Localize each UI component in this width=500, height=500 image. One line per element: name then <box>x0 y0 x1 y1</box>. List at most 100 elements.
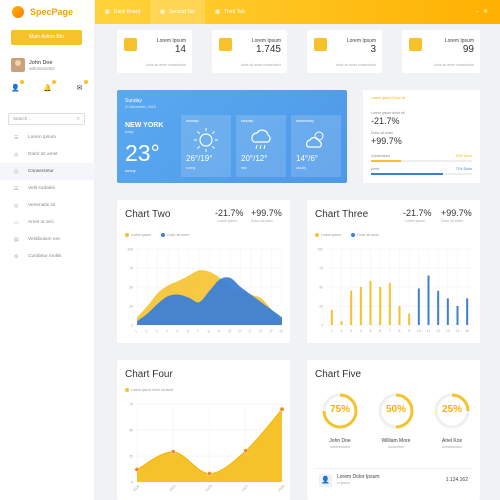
bar <box>446 298 449 325</box>
logo[interactable]: SpecPage <box>0 0 94 24</box>
weather-day: Sunday <box>125 98 142 104</box>
ring-role: subscriber <box>387 445 405 449</box>
forecast-temp: 26°/19° <box>186 154 213 163</box>
x-tick-label: 10 <box>417 329 421 333</box>
y-tick-label: 50 <box>319 286 323 290</box>
sidebar-item-label: Consectetur <box>28 169 54 174</box>
minimize-icon[interactable]: – <box>475 9 483 15</box>
chart-stat-label: Lorem ipsum <box>217 219 238 223</box>
square-icon <box>314 38 327 51</box>
stat-card[interactable]: Lorem Ipsum 3 dolor sit amet consectetur <box>307 30 382 73</box>
side-stat-label: Lorem ipsum dolor sit <box>371 111 405 115</box>
notification-dot <box>52 80 56 84</box>
stat-card[interactable]: Lorem Ipsum 99 dolor sit amet consectetur <box>402 30 480 73</box>
bar-label: Amet <box>371 167 380 171</box>
y-tick-label: 25 <box>319 305 323 309</box>
sidebar-item-label: Dolor sit amet <box>28 152 58 157</box>
chart-stat: -21.7% <box>403 208 432 218</box>
ring-fill <box>322 393 358 429</box>
sidebar-item[interactable]: ▤ Vestibulum nec <box>0 231 95 248</box>
chart-stat: +99.7% <box>441 208 472 218</box>
y-tick-label: 25 <box>129 305 133 309</box>
tab-third[interactable]: ▦ Third Tab <box>205 0 255 24</box>
file-icon: ☰ <box>14 134 19 141</box>
area-series-1 <box>137 277 282 325</box>
stat-card[interactable]: Lorem Ipsum 1.745 dolor sit amet consectet… <box>212 30 287 73</box>
search-input[interactable]: Search... ⌕ <box>8 113 85 125</box>
x-tick-label: 4 <box>360 329 362 333</box>
ring-name: John Doe <box>329 438 351 444</box>
stat-label: Lorem Ipsum <box>346 38 376 44</box>
x-tick-label: 2 <box>145 329 149 333</box>
x-tick-label: 13 <box>258 328 264 334</box>
y-tick-label: 50 <box>129 429 133 433</box>
sidebar-menu: ☰ Lorem Ipsum ◎ Dolor sit amet ⊡ Consectetu… <box>0 129 95 265</box>
chart-four-svg: 0 25 50 75 2004 2005 2006 2007 2008 <box>129 403 285 493</box>
ring-value: 25% <box>441 404 462 415</box>
y-tick-label: 25 <box>129 455 133 459</box>
chart-two-card: Chart Two -21.7% Lorem ipsum +99.7% Dolo… <box>117 200 290 343</box>
legend-label: Dolor sit amet <box>167 233 189 237</box>
bell-icon[interactable]: 🔔 <box>43 80 56 93</box>
stat-value: 1.745 <box>255 44 281 55</box>
x-tick-label: 6 <box>186 329 190 333</box>
side-stats-card: Lorem Ipsum Dolor sit Lorem ipsum dolor … <box>363 90 480 183</box>
bar <box>340 321 343 325</box>
bar <box>466 298 469 325</box>
x-tick-label: 8 <box>207 329 211 333</box>
bar <box>417 288 420 325</box>
x-tick-label: 7 <box>196 329 200 333</box>
chart-stat: -21.7% <box>215 208 244 218</box>
sidebar-item[interactable]: ⚙ Curabitur mollis <box>0 248 95 265</box>
x-tick-label: 15 <box>465 329 469 333</box>
y-tick-label: 75 <box>129 267 133 271</box>
list-icon: ☰ <box>14 185 19 192</box>
bar <box>427 275 430 325</box>
user-profile[interactable]: John Doe administrator <box>11 58 55 72</box>
sidebar-item-label: Velit sodales <box>28 186 55 191</box>
stat-sub: dolor sit amet consectetur <box>240 63 281 67</box>
tab-dashboard[interactable]: ▦ Dash Board <box>95 0 150 24</box>
bar-value: 71% Dolor <box>455 167 472 171</box>
sidebar-item[interactable]: ◎ Dolor sit amet <box>0 146 95 163</box>
chart-title: Chart Four <box>125 369 173 380</box>
x-tick-label: 1 <box>134 329 138 333</box>
sidebar-item[interactable]: ☰ Lorem Ipsum <box>0 129 95 146</box>
footer-divider <box>315 468 472 469</box>
bar <box>330 309 333 325</box>
tab-label: Dash Board <box>113 9 141 15</box>
x-tick-label: 1 <box>331 329 333 333</box>
y-tick-label: 100 <box>127 248 133 252</box>
x-tick-label: 2005 <box>168 484 176 492</box>
clipboard-icon: ▤ <box>14 236 19 243</box>
tab-label: Third Tab <box>223 9 245 15</box>
bar <box>369 280 372 325</box>
close-icon[interactable]: ✕ <box>482 9 492 15</box>
stat-value: 99 <box>462 44 474 55</box>
window-controls: –✕ <box>476 8 492 15</box>
weather-date: 21 November, 2018 <box>125 105 156 109</box>
sidebar-item[interactable]: ☰ Velit sodales <box>0 180 95 197</box>
notification-dot <box>20 80 24 84</box>
user-icon[interactable]: 👤 <box>11 80 24 93</box>
stat-card[interactable]: Lorem Ipsum 14 dolor sit amet consectetur <box>117 30 192 73</box>
sidebar-item[interactable]: ◎ Venenatis sit <box>0 197 95 214</box>
data-point <box>279 406 285 412</box>
weather-condition: sunny <box>125 168 136 173</box>
tab-second[interactable]: ▦ Second Tab <box>150 0 206 24</box>
main-action-button[interactable]: Main Action Btn <box>11 30 82 45</box>
x-tick-label: 2 <box>341 329 343 333</box>
x-tick-label: 10 <box>227 328 233 334</box>
forecast-day: wednesday 14°/6° cloudy <box>291 115 341 177</box>
avatar <box>11 58 25 72</box>
x-tick-label: 12 <box>247 328 253 334</box>
sidebar-item[interactable]: ▭ Amet ut orci <box>0 214 95 231</box>
ring-name: Ariel Kos <box>441 438 462 444</box>
user-name: John Doe <box>29 59 53 66</box>
sidebar-item[interactable]: ⊡ Consectetur <box>0 163 95 180</box>
search-icon: ⌕ <box>76 116 80 122</box>
bar <box>350 290 353 325</box>
chart-legend: Lorem ipsum Dolor sit amet <box>315 233 379 237</box>
mail-icon[interactable]: ✉ <box>75 80 88 93</box>
